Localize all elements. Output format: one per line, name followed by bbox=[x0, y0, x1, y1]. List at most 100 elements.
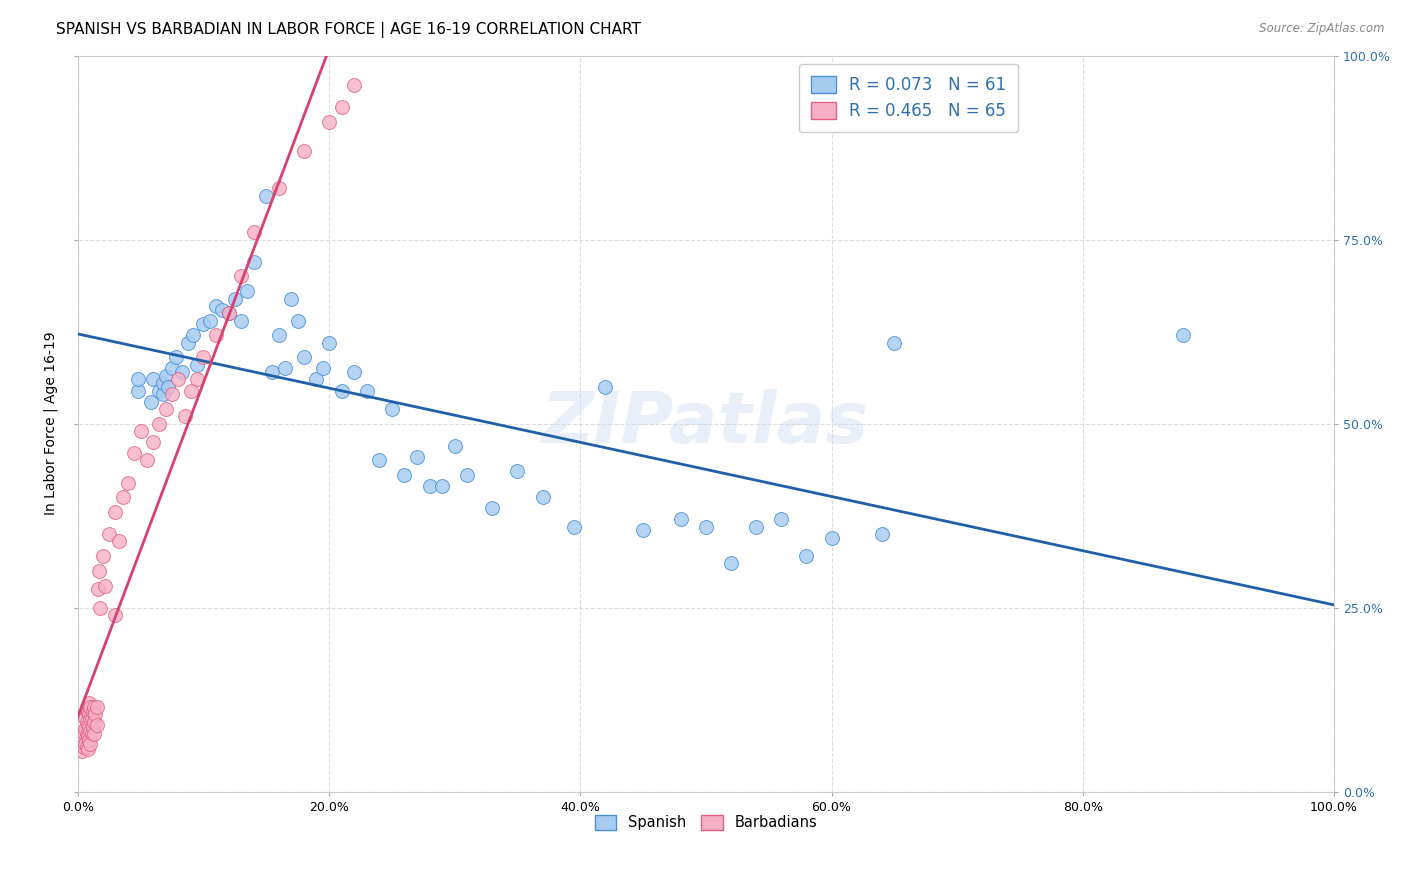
Point bbox=[419, 479, 441, 493]
Point bbox=[77, 720, 100, 734]
Point bbox=[242, 254, 264, 268]
Point bbox=[318, 115, 340, 129]
Point bbox=[76, 742, 98, 756]
Point bbox=[77, 733, 100, 747]
Point bbox=[267, 181, 290, 195]
Point bbox=[229, 269, 252, 284]
Point bbox=[280, 292, 302, 306]
Point bbox=[148, 384, 170, 398]
Point bbox=[356, 384, 378, 398]
Point bbox=[79, 724, 101, 739]
Point bbox=[152, 387, 174, 401]
Point bbox=[79, 700, 101, 714]
Point bbox=[198, 313, 221, 327]
Point bbox=[224, 292, 246, 306]
Point bbox=[87, 564, 110, 578]
Point bbox=[456, 468, 478, 483]
Point bbox=[83, 714, 105, 729]
Point bbox=[111, 490, 134, 504]
Point bbox=[86, 700, 108, 714]
Point bbox=[127, 372, 149, 386]
Point bbox=[796, 549, 818, 563]
Point bbox=[186, 358, 208, 372]
Point bbox=[254, 188, 277, 202]
Point bbox=[83, 700, 105, 714]
Point bbox=[155, 368, 177, 383]
Point bbox=[170, 365, 193, 379]
Point bbox=[76, 714, 98, 729]
Point bbox=[160, 361, 183, 376]
Text: ZIPatlas: ZIPatlas bbox=[543, 389, 870, 458]
Point bbox=[218, 306, 240, 320]
Point bbox=[883, 335, 905, 350]
Point bbox=[76, 705, 98, 719]
Point bbox=[76, 730, 98, 744]
Point bbox=[79, 737, 101, 751]
Point bbox=[430, 479, 453, 493]
Point bbox=[75, 722, 97, 736]
Point bbox=[73, 740, 96, 755]
Point bbox=[312, 361, 335, 376]
Point bbox=[242, 225, 264, 239]
Point bbox=[177, 335, 200, 350]
Point bbox=[160, 387, 183, 401]
Point bbox=[236, 284, 259, 298]
Point bbox=[531, 490, 554, 504]
Point bbox=[506, 465, 529, 479]
Point bbox=[82, 720, 104, 734]
Legend: Spanish, Barbadians: Spanish, Barbadians bbox=[589, 809, 823, 836]
Point bbox=[394, 468, 416, 483]
Point bbox=[183, 328, 205, 343]
Point bbox=[76, 727, 98, 741]
Point bbox=[124, 446, 146, 460]
Point bbox=[173, 409, 195, 424]
Point bbox=[267, 328, 290, 343]
Point bbox=[75, 711, 97, 725]
Point bbox=[368, 453, 391, 467]
Point bbox=[75, 737, 97, 751]
Point bbox=[77, 707, 100, 722]
Point bbox=[76, 718, 98, 732]
Point bbox=[205, 299, 228, 313]
Point bbox=[330, 100, 353, 114]
Point bbox=[82, 705, 104, 719]
Point bbox=[406, 450, 429, 464]
Point bbox=[129, 424, 152, 438]
Point bbox=[180, 384, 202, 398]
Point bbox=[218, 306, 240, 320]
Point bbox=[142, 372, 165, 386]
Point bbox=[135, 453, 157, 467]
Point bbox=[77, 696, 100, 710]
Point bbox=[631, 524, 654, 538]
Point bbox=[193, 318, 215, 332]
Point bbox=[820, 531, 842, 545]
Point bbox=[91, 549, 114, 563]
Point bbox=[669, 512, 692, 526]
Point bbox=[80, 725, 103, 739]
Point bbox=[152, 376, 174, 391]
Point bbox=[89, 600, 111, 615]
Point bbox=[86, 718, 108, 732]
Point bbox=[76, 704, 98, 718]
Point bbox=[229, 313, 252, 327]
Point bbox=[287, 313, 309, 327]
Point bbox=[211, 302, 233, 317]
Point bbox=[292, 351, 315, 365]
Point bbox=[745, 519, 768, 533]
Point bbox=[157, 380, 180, 394]
Point bbox=[305, 372, 328, 386]
Point bbox=[73, 725, 96, 739]
Point bbox=[343, 365, 366, 379]
Point bbox=[108, 534, 131, 549]
Point bbox=[262, 365, 284, 379]
Point bbox=[94, 578, 117, 592]
Point bbox=[79, 713, 101, 727]
Point bbox=[481, 501, 503, 516]
Point bbox=[139, 394, 162, 409]
Point bbox=[695, 519, 717, 533]
Point bbox=[770, 512, 793, 526]
Y-axis label: In Labor Force | Age 16-19: In Labor Force | Age 16-19 bbox=[44, 332, 58, 516]
Point bbox=[1173, 328, 1195, 343]
Point bbox=[595, 380, 617, 394]
Text: Source: ZipAtlas.com: Source: ZipAtlas.com bbox=[1260, 22, 1385, 36]
